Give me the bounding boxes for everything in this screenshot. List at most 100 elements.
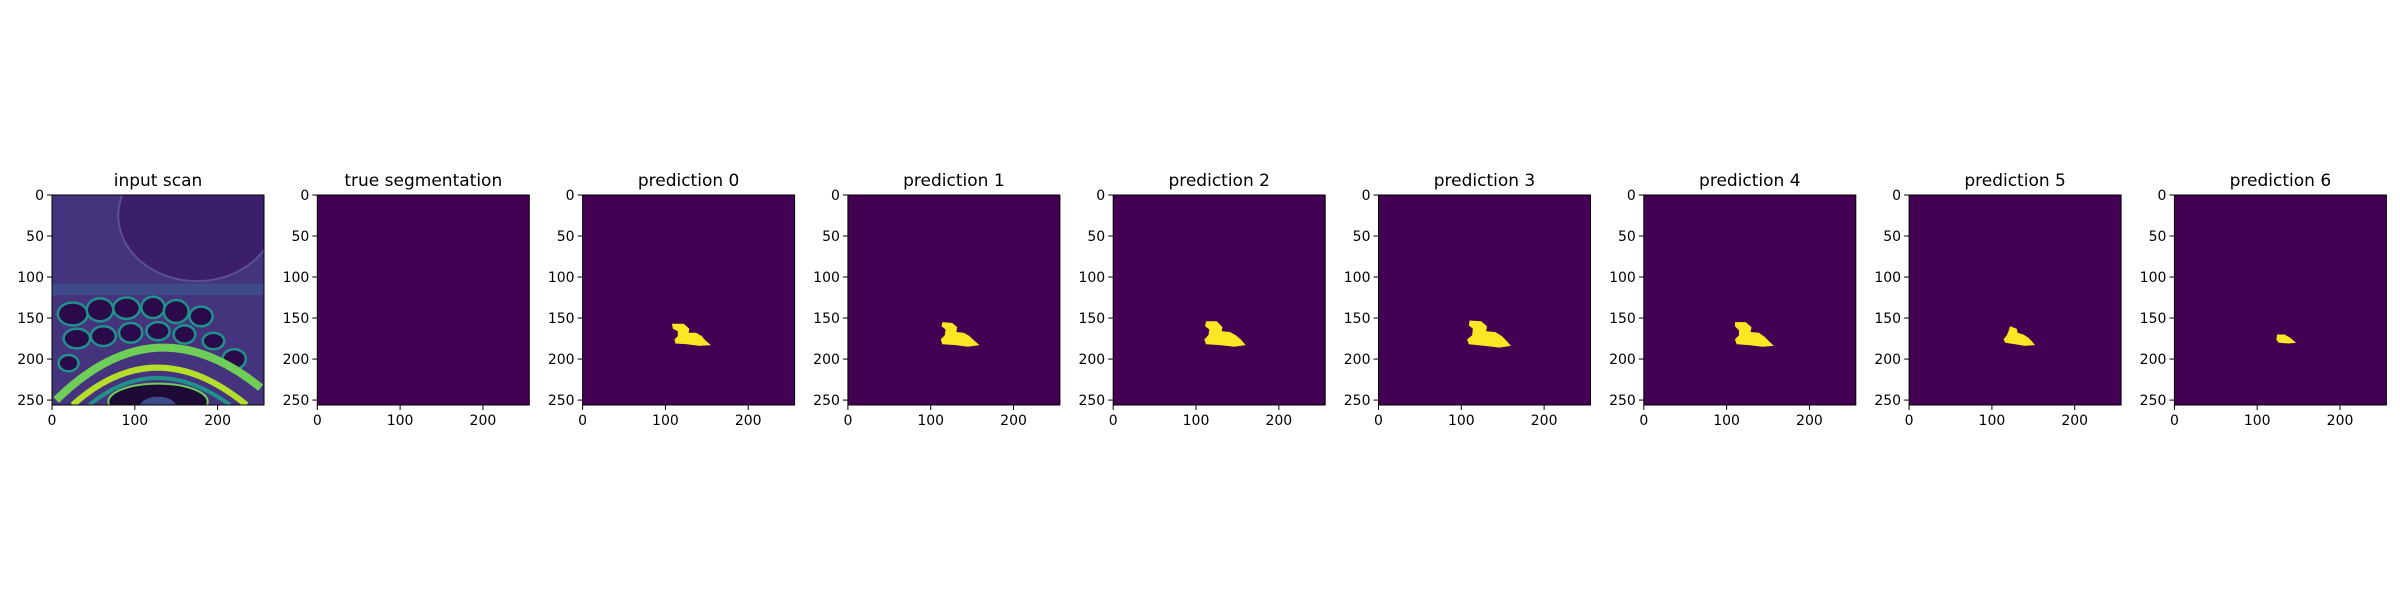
y-tick-label: 200: [17, 352, 44, 368]
scan-structure: [89, 325, 118, 348]
axes-frame: [2173, 194, 2387, 406]
y-tick-label: 150: [1078, 311, 1105, 327]
y-tick-label: 50: [26, 229, 44, 245]
y-tick-label: 0: [566, 188, 575, 204]
y-tick-label: 100: [283, 270, 310, 286]
y-tick-label: 250: [1609, 393, 1636, 409]
scan-structure: [172, 324, 197, 345]
y-tick-label: 0: [1096, 188, 1105, 204]
x-tick-label: 200: [2061, 413, 2088, 429]
scan-structure: [140, 295, 166, 320]
y-tick-label: 200: [283, 352, 310, 368]
image-content: [1204, 321, 1246, 347]
scan-organ: [140, 396, 176, 405]
image-content: [2003, 326, 2035, 346]
x-tick-label: 200: [1265, 413, 1292, 429]
x-tick-label: 0: [1905, 413, 1914, 429]
image-background: [317, 195, 530, 405]
image-background: [1643, 195, 1856, 405]
image-content: [52, 195, 264, 405]
y-tick-label: 0: [831, 188, 840, 204]
scan-arc: [70, 364, 249, 405]
y-tick-label: 250: [1078, 393, 1105, 409]
x-tick-label: 200: [1000, 413, 1027, 429]
y-tick-label: 100: [548, 270, 575, 286]
image-background: [1909, 195, 2122, 405]
panel-title: input scan: [114, 171, 203, 191]
y-tick-label: 50: [1618, 229, 1636, 245]
panel-7: prediction 5 0 100 200 0 50 100 150 200 250: [1874, 171, 2122, 429]
y-tick-label: 250: [1874, 393, 1901, 409]
y-tick-label: 50: [1353, 229, 1371, 245]
y-tick-label: 150: [2140, 311, 2167, 327]
y-tick-label: 50: [2149, 229, 2167, 245]
y-tick-label: 50: [1087, 229, 1105, 245]
axes-frame: [1908, 194, 2122, 406]
image-content: [1734, 322, 1774, 347]
axes-frame: [1112, 194, 1326, 406]
y-tick-label: 100: [1609, 270, 1636, 286]
x-tick-label: 200: [2327, 413, 2354, 429]
panel-title: prediction 0: [638, 171, 740, 191]
image-content: [672, 323, 711, 346]
y-tick-label: 200: [1874, 352, 1901, 368]
scan-structure: [112, 296, 142, 321]
x-tick-label: 0: [48, 413, 57, 429]
y-tick-label: 150: [17, 311, 44, 327]
image-background: [582, 195, 795, 405]
y-tick-label: 150: [1874, 311, 1901, 327]
y-tick-label: 200: [1609, 352, 1636, 368]
panel-0: input scan 0 100 200 0 50 100 150 200 250: [17, 171, 265, 429]
y-tick-label: 200: [548, 352, 575, 368]
segmentation-mask: [940, 322, 980, 347]
y-tick-label: 0: [1892, 188, 1901, 204]
panel-title: prediction 4: [1699, 171, 1801, 191]
y-tick-label: 0: [300, 188, 309, 204]
y-tick-label: 100: [1874, 270, 1901, 286]
y-tick-label: 250: [283, 393, 310, 409]
x-tick-label: 0: [1374, 413, 1383, 429]
y-tick-label: 50: [291, 229, 309, 245]
x-tick-label: 0: [578, 413, 587, 429]
image-content: [940, 322, 980, 347]
image-background: [1113, 195, 1326, 405]
segmentation-mask: [2003, 326, 2035, 346]
y-tick-label: 200: [2140, 352, 2167, 368]
scan-structure: [188, 305, 214, 328]
y-tick-label: 250: [2140, 393, 2167, 409]
panel-title: prediction 1: [903, 171, 1005, 191]
scan-structure: [145, 320, 171, 342]
y-tick-label: 0: [1627, 188, 1636, 204]
y-tick-label: 150: [1609, 311, 1636, 327]
scan-organ: [107, 382, 209, 405]
y-tick-label: 250: [548, 393, 575, 409]
y-tick-label: 150: [813, 311, 840, 327]
segmentation-mask: [1734, 322, 1774, 347]
y-tick-label: 200: [1078, 352, 1105, 368]
axes-frame: [582, 194, 796, 406]
y-tick-label: 150: [283, 311, 310, 327]
image-background: [1378, 195, 1591, 405]
x-tick-label: 100: [121, 413, 148, 429]
axes-frame: [847, 194, 1061, 406]
image-background: [847, 195, 1060, 405]
x-tick-label: 0: [313, 413, 322, 429]
x-tick-label: 100: [387, 413, 414, 429]
y-tick-label: 250: [1344, 393, 1371, 409]
panel-1: true segmentation 0 100 200 0 50 100 150 200 250: [283, 171, 530, 429]
scan-band: [52, 283, 264, 296]
x-tick-label: 0: [843, 413, 852, 429]
y-tick-label: 150: [548, 311, 575, 327]
x-tick-label: 100: [1183, 413, 1210, 429]
panel-5: prediction 3 0 100 200 0 50 100 150 200 250: [1344, 171, 1591, 429]
panel-title: prediction 3: [1434, 171, 1536, 191]
image-content: [1467, 320, 1511, 348]
y-tick-label: 100: [2140, 270, 2167, 286]
scan-structure: [201, 331, 226, 351]
x-tick-label: 0: [1639, 413, 1648, 429]
y-tick-label: 50: [822, 229, 840, 245]
panel-2: prediction 0 0 100 200 0 50 100 150 200 250: [548, 171, 796, 429]
y-tick-label: 100: [17, 270, 44, 286]
segmentation-mask: [1467, 320, 1511, 348]
